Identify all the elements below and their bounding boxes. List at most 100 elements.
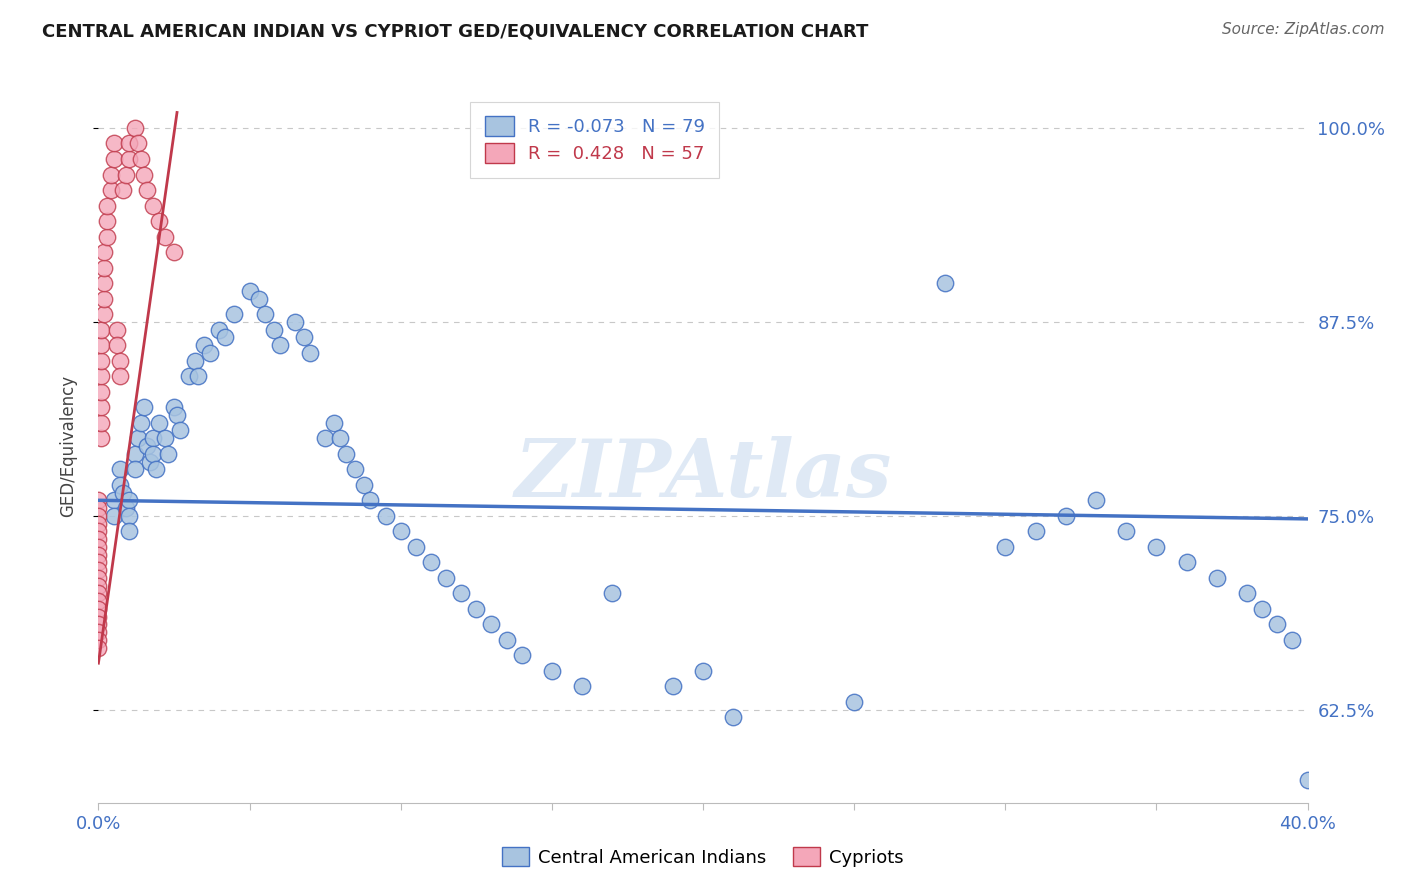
Point [108, 369, 131, 384]
Point [87, 555, 110, 569]
Point [103, 152, 125, 166]
Point [87, 586, 110, 600]
Point [335, 447, 357, 461]
Point [127, 136, 149, 151]
Point [129, 416, 152, 430]
Point [96, 229, 118, 244]
Point [87, 532, 110, 546]
Point [90, 353, 112, 368]
Point [118, 524, 141, 539]
Point [142, 447, 165, 461]
Y-axis label: GED/Equivalency: GED/Equivalency [59, 375, 77, 517]
Legend: R = -0.073   N = 79, R =  0.428   N = 57: R = -0.073 N = 79, R = 0.428 N = 57 [470, 102, 720, 178]
Point [124, 462, 146, 476]
Point [142, 198, 165, 212]
Point [723, 710, 745, 724]
Point [118, 493, 141, 508]
Point [132, 168, 155, 182]
Point [103, 136, 125, 151]
Point [163, 245, 186, 260]
Point [108, 462, 131, 476]
Point [1024, 524, 1046, 539]
Point [87, 625, 110, 640]
Point [90, 431, 112, 445]
Point [87, 516, 110, 531]
Point [360, 493, 382, 508]
Point [692, 664, 714, 678]
Point [510, 648, 533, 663]
Point [100, 168, 122, 182]
Point [96, 214, 118, 228]
Point [163, 401, 186, 415]
Point [93, 276, 115, 290]
Point [179, 369, 201, 384]
Point [103, 508, 125, 523]
Point [90, 369, 112, 384]
Point [420, 555, 443, 569]
Point [844, 695, 866, 709]
Point [105, 338, 128, 352]
Point [87, 617, 110, 632]
Point [434, 571, 457, 585]
Point [87, 540, 110, 554]
Point [127, 431, 149, 445]
Point [124, 447, 146, 461]
Point [1281, 632, 1303, 647]
Point [284, 315, 307, 329]
Point [142, 431, 165, 445]
Point [571, 680, 593, 694]
Point [118, 136, 141, 151]
Point [934, 276, 956, 290]
Point [87, 609, 110, 624]
Point [114, 168, 136, 182]
Point [1236, 586, 1258, 600]
Point [87, 602, 110, 616]
Point [495, 632, 517, 647]
Point [314, 431, 336, 445]
Point [90, 416, 112, 430]
Point [87, 640, 110, 655]
Point [269, 338, 291, 352]
Point [344, 462, 367, 476]
Point [465, 602, 488, 616]
Point [114, 501, 136, 516]
Point [247, 292, 270, 306]
Point [156, 447, 179, 461]
Point [87, 524, 110, 539]
Point [87, 632, 110, 647]
Point [200, 346, 222, 360]
Point [481, 617, 503, 632]
Point [224, 307, 246, 321]
Point [994, 540, 1017, 554]
Point [87, 563, 110, 577]
Point [389, 524, 412, 539]
Point [145, 462, 167, 476]
Text: Source: ZipAtlas.com: Source: ZipAtlas.com [1222, 22, 1385, 37]
Point [90, 323, 112, 337]
Point [135, 183, 157, 197]
Point [1175, 555, 1198, 569]
Point [90, 338, 112, 352]
Point [1085, 493, 1108, 508]
Point [105, 323, 128, 337]
Point [208, 323, 231, 337]
Point [93, 245, 115, 260]
Point [374, 508, 396, 523]
Point [239, 284, 262, 298]
Point [329, 431, 352, 445]
Point [87, 508, 110, 523]
Point [87, 548, 110, 562]
Point [108, 477, 131, 491]
Point [129, 152, 152, 166]
Point [90, 384, 112, 399]
Point [661, 680, 683, 694]
Point [148, 416, 170, 430]
Point [132, 401, 155, 415]
Point [602, 586, 624, 600]
Point [87, 594, 110, 608]
Point [118, 152, 141, 166]
Text: CENTRAL AMERICAN INDIAN VS CYPRIOT GED/EQUIVALENCY CORRELATION CHART: CENTRAL AMERICAN INDIAN VS CYPRIOT GED/E… [42, 22, 869, 40]
Point [153, 431, 176, 445]
Point [450, 586, 472, 600]
Point [1054, 508, 1077, 523]
